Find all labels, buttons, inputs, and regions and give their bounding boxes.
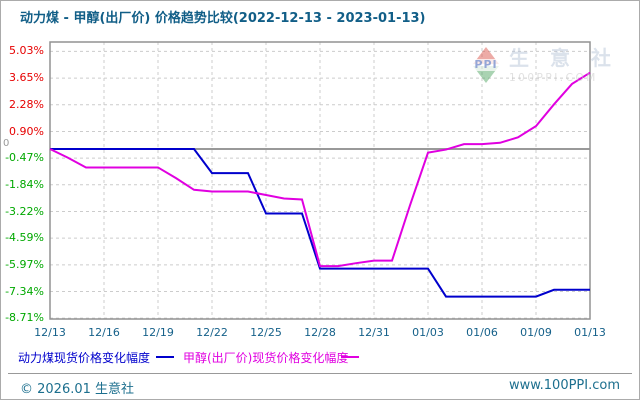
footer-copyright: © 2026.01 生意社 [20, 382, 135, 397]
logo-green-triangle [473, 66, 499, 83]
x-axis-label: 12/13 [34, 326, 66, 339]
y-axis-label: 5.03% [9, 44, 44, 58]
footer-divider [8, 373, 632, 374]
x-axis-label: 12/22 [196, 326, 228, 339]
legend-label-coal: 动力煤现货价格变化幅度 [18, 351, 151, 365]
y-axis-label: -8.71% [5, 311, 44, 325]
legend-line-methanol-icon [341, 356, 359, 358]
ppi-diamond-logo-icon: PPI [469, 47, 503, 89]
y-axis-label: -5.97% [5, 257, 44, 271]
y-axis-label: -3.22% [5, 204, 44, 218]
watermark-brand: 生 意 社 [509, 46, 618, 70]
coal-series-line [50, 148, 590, 298]
watermark-domain: 100PPI.COM [509, 72, 598, 84]
methanol-series-line [49, 71, 591, 268]
y-axis-label: -7.34% [5, 284, 44, 298]
x-axis-label: 01/13 [574, 326, 606, 339]
chart-title: 动力煤 - 甲醇(出厂价) 价格趋势比较(2022-12-13 - 2023-0… [20, 11, 426, 26]
plot-border [49, 41, 591, 320]
y-axis-label: 3.65% [9, 71, 44, 85]
x-axis-label: 12/16 [88, 326, 120, 339]
watermark: PPI 生 意 社 100PPI.COM [469, 47, 618, 89]
legend-label-methanol: 甲醇(出厂价)现货价格变化幅度 [183, 351, 349, 365]
watermark-text-block: 生 意 社 100PPI.COM [509, 47, 618, 84]
x-axis-label: 12/28 [304, 326, 336, 339]
legend-line-coal-icon [156, 356, 174, 358]
y-axis-label: -0.47% [5, 151, 44, 165]
footer-website-link[interactable]: www.100PPI.com [508, 378, 620, 393]
y-axis-zero-label: 0 [3, 138, 10, 149]
x-axis-label: 01/06 [466, 326, 498, 339]
x-axis-label: 01/03 [412, 326, 444, 339]
x-axis-label: 12/19 [142, 326, 174, 339]
logo-red-triangle [473, 47, 499, 64]
x-axis-label: 12/31 [358, 326, 390, 339]
y-axis-label: 2.28% [9, 97, 44, 111]
y-axis-label: -4.59% [5, 231, 44, 245]
logo-ppi-text: PPI [469, 59, 503, 71]
y-axis-label: 0.90% [9, 124, 44, 138]
x-axis-label: 12/25 [250, 326, 282, 339]
x-axis-label: 01/09 [520, 326, 552, 339]
y-axis-label: -1.84% [5, 177, 44, 191]
